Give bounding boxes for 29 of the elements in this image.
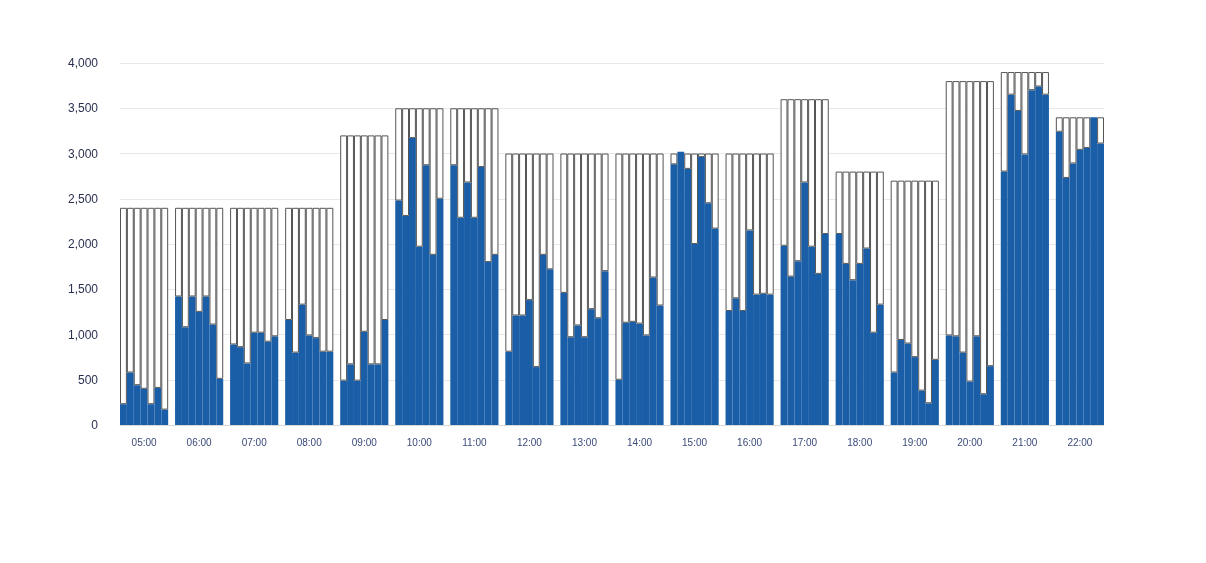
y-tick-label: 0 (91, 418, 99, 432)
x-tick-label: 22:00 (1067, 436, 1093, 448)
x-tick-label: 18:00 (847, 436, 873, 448)
x-tick-label: 13:00 (571, 436, 598, 448)
y-tick-label: 500 (77, 372, 99, 387)
y-tick-label: 1,000 (67, 327, 99, 342)
x-tick-label: 07:00 (241, 436, 268, 448)
x-tick-label: 09:00 (351, 436, 378, 448)
x-tick-label: 14:00 (627, 436, 653, 448)
y-tick-label: 2,500 (67, 191, 99, 206)
x-tick-label: 11:00 (462, 436, 487, 448)
bar (670, 153, 678, 165)
bar (1097, 117, 1104, 144)
x-tick-label: 15:00 (682, 436, 708, 448)
y-tick-label: 2,000 (67, 237, 99, 251)
x-tick-label: 17:00 (792, 436, 818, 448)
y-tick-label: 1,500 (67, 282, 99, 297)
y-tick-label: 3,000 (67, 146, 99, 161)
x-tick-label: 05:00 (131, 436, 158, 448)
x-tick-label: 21:00 (1012, 436, 1038, 448)
y-tick-label: 3,500 (67, 101, 99, 116)
y-tick-label: 4,000 (67, 56, 99, 70)
x-tick-label: 06:00 (186, 436, 213, 448)
x-tick-label: 20:00 (957, 436, 983, 448)
x-tick-label: 16:00 (737, 436, 763, 448)
x-tick-label: 10:00 (406, 436, 433, 448)
x-tick-label: 19:00 (902, 436, 928, 448)
x-tick-label: 12:00 (516, 436, 543, 448)
x-tick-label: 08:00 (296, 436, 323, 448)
